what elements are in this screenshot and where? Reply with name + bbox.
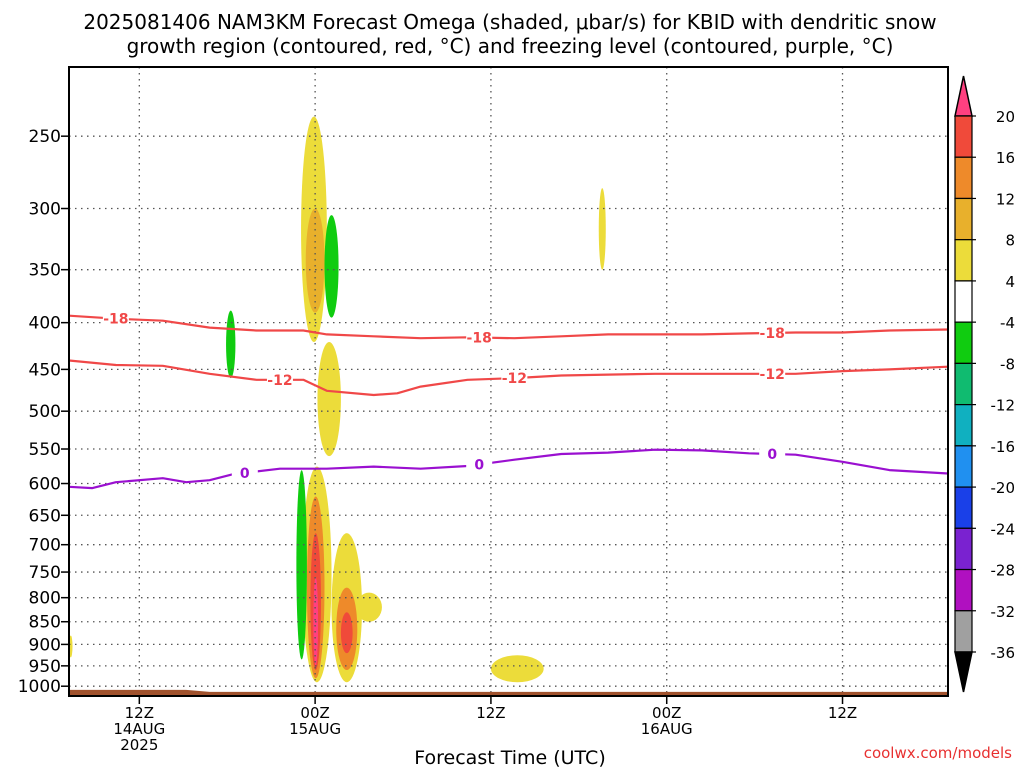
omega-rising-cell (305, 208, 325, 313)
contour-label-bg (501, 370, 528, 387)
y-tick-label: 700 (29, 536, 61, 556)
colorbar: 20 16 12 8 4 -4 -8 -12 -16 -20 -24 -28 -32 -36 (954, 75, 1016, 693)
x-tick-label: 00Z (300, 704, 329, 722)
colorbar-label: 12 (996, 190, 1015, 208)
omega-sinking-cell (226, 310, 236, 379)
grid (69, 67, 948, 696)
x-tick-label: 16AUG (641, 720, 693, 738)
y-tick-label: 300 (29, 200, 61, 220)
y-tick-label: 400 (29, 314, 61, 334)
colorbar-top-arrow (954, 75, 973, 117)
y-tick-label: 900 (29, 635, 61, 655)
y-tick-label: 650 (29, 506, 61, 526)
x-tick-label: 00Z (652, 704, 681, 722)
colorbar-bin (954, 568, 973, 612)
contour-label-bg (466, 329, 493, 346)
x-tick-label: 14AUG (113, 720, 165, 738)
colorbar-bin (954, 156, 973, 200)
x-tick-label: 2025 (120, 736, 158, 754)
colorbar-label: -28 (991, 562, 1016, 580)
contours: -18 -18 -18 -12 -12 -12 0 0 0 (69, 310, 948, 490)
colorbar-label: -32 (991, 603, 1016, 621)
colorbar-label: 4 (1005, 273, 1015, 291)
chart-title-line-2: growth region (contoured, red, °C) and f… (127, 34, 894, 58)
omega-sinking-cell (324, 215, 339, 318)
omega-rising-cell (340, 612, 353, 654)
contour-label: 0 (767, 447, 777, 463)
contour-label: -18 (467, 331, 492, 347)
colorbar-label: 20 (996, 108, 1015, 126)
omega-sinking-cell (296, 470, 307, 660)
y-tick-label: 950 (29, 657, 61, 677)
terrain-band (69, 689, 948, 696)
x-tick-label: 15AUG (289, 720, 341, 738)
contour-label-bg (266, 371, 293, 388)
colorbar-label: -8 (1000, 355, 1015, 373)
contour-label-bg (759, 365, 786, 382)
contour-label: 0 (474, 457, 484, 473)
contour-label: 0 (240, 466, 250, 482)
omega-rising-cell (598, 188, 606, 270)
contour-label-bg (102, 310, 129, 327)
contour-label-bg (759, 446, 786, 463)
colorbar-bottom-arrow (954, 651, 973, 693)
colorbar-bin (954, 404, 973, 447)
y-tick-label: 250 (29, 127, 61, 147)
y-axis: 2503003504004505005506006507007508008509… (18, 127, 69, 697)
chart-title-line-1: 2025081406 NAM3KM Forecast Omega (shaded… (83, 10, 936, 34)
credit-link[interactable]: coolwx.com/models (864, 744, 1012, 762)
y-tick-label: 850 (29, 613, 61, 633)
colorbar-bin (954, 610, 973, 653)
contour-label-bg (231, 464, 258, 481)
contour-label-bg (759, 324, 786, 341)
y-tick-label: 550 (29, 440, 61, 460)
x-tick-label: 12Z (828, 704, 857, 722)
y-tick-label: 350 (29, 261, 61, 281)
colorbar-label: 16 (996, 149, 1015, 167)
colorbar-bin (954, 115, 973, 158)
colorbar-label: 8 (1005, 232, 1015, 250)
colorbar-label: -16 (991, 438, 1016, 456)
colorbar-label: -4 (1000, 314, 1015, 332)
y-tick-label: 800 (29, 589, 61, 609)
contour-label: -18 (103, 312, 128, 328)
omega-rising-cell (356, 592, 382, 622)
contour-label: -12 (502, 371, 527, 387)
contour-label: -12 (760, 367, 785, 383)
x-tick-label: 12Z (125, 704, 154, 722)
x-axis-label: Forecast Time (UTC) (414, 747, 605, 768)
plot-frame (68, 66, 949, 697)
y-tick-label: 450 (29, 360, 61, 380)
contour-label-bg (466, 456, 493, 473)
colorbar-bin (954, 321, 973, 364)
contour-label: -12 (267, 373, 292, 389)
colorbar-label: -12 (991, 397, 1016, 415)
colorbar-label: -36 (991, 644, 1016, 662)
y-tick-label: 500 (29, 402, 61, 422)
terrain (69, 689, 948, 696)
omega-shading (69, 116, 606, 683)
contour-label: -18 (760, 326, 785, 342)
colorbar-bin (954, 239, 973, 282)
colorbar-bin (954, 486, 973, 529)
colorbar-bin (954, 197, 973, 241)
colorbar-bin (954, 362, 973, 406)
colorbar-bin (954, 445, 973, 488)
omega-rising-cell (317, 342, 341, 457)
colorbar-label: -20 (991, 479, 1016, 497)
y-tick-label: 750 (29, 563, 61, 583)
y-tick-label: 1000 (18, 677, 61, 697)
omega-rising-cell (490, 655, 544, 683)
colorbar-bin (954, 280, 973, 323)
colorbar-label: -24 (991, 520, 1016, 538)
colorbar-bin (954, 527, 973, 571)
y-tick-label: 600 (29, 475, 61, 495)
x-tick-label: 12Z (476, 704, 505, 722)
